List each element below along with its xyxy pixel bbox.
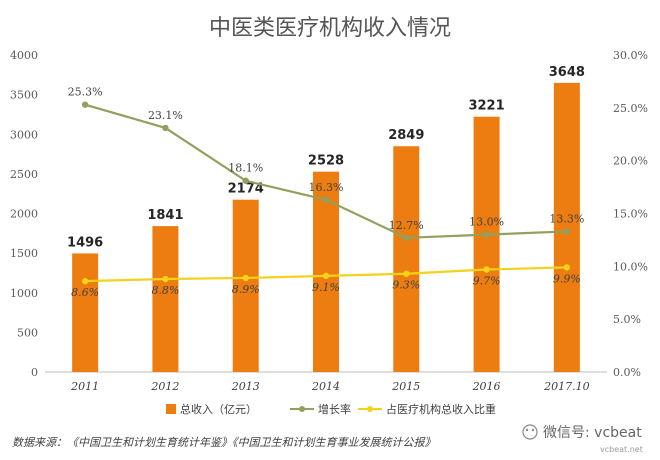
bar-value-label: 1841	[147, 208, 183, 223]
bar	[152, 226, 179, 372]
bar-series: 1496 1841 2174 2528 2849 3221 3648	[67, 65, 585, 373]
x-tick-label: 2014	[311, 380, 340, 393]
series-data-label: 13.0%	[469, 216, 504, 229]
y-axis-left: 0 500 1000 1500 2000 2500 3000 3500 4000	[10, 49, 38, 379]
bar	[393, 146, 420, 372]
y-right-tick-label: 30.0%	[613, 49, 648, 62]
y-left-tick-label: 2500	[10, 168, 38, 181]
bar	[553, 82, 580, 373]
bar	[473, 116, 500, 372]
series-point	[322, 196, 330, 203]
series-point	[81, 101, 89, 108]
bar-value-label: 3221	[468, 99, 504, 114]
y-left-tick-label: 4000	[10, 49, 38, 62]
series-data-label: 8.6%	[71, 286, 99, 299]
y-axis-right: 0.0% 5.0% 10.0% 15.0% 20.0% 25.0% 30.0%	[613, 49, 648, 379]
series-point	[242, 177, 249, 184]
x-tick-label: 2013	[231, 380, 260, 393]
x-tick-label: 2011	[70, 380, 99, 393]
y-right-tick-label: 15.0%	[613, 208, 648, 221]
series-point	[242, 274, 249, 282]
series-data-label: 9.9%	[553, 272, 581, 285]
chart-title: 中医类医疗机构收入情况	[209, 16, 451, 41]
legend-label-share: 占医疗机构总收入比重	[386, 402, 496, 416]
bar	[232, 199, 259, 372]
legend: 总收入（亿元） 增长率 占医疗机构总收入比重	[166, 402, 496, 416]
bar-value-label: 2849	[388, 128, 424, 143]
y-left-tick-label: 500	[17, 326, 38, 339]
series-data-label: 12.7%	[389, 219, 424, 232]
x-tick-label: 2016	[472, 380, 501, 393]
series-data-label: 8.9%	[232, 283, 260, 296]
series-data-label: 9.7%	[473, 275, 501, 288]
series-data-label: 8.8%	[151, 284, 179, 297]
x-tick-label: 2017.10	[543, 380, 590, 393]
bar-value-label: 1496	[67, 235, 103, 250]
bar-value-label: 3648	[549, 65, 585, 80]
series-point	[403, 270, 410, 277]
watermark-url: vcbeat.net	[600, 445, 643, 454]
watermark-text: 微信号: vcbeat	[543, 425, 642, 441]
wechat-icon-eye-right	[531, 428, 535, 432]
y-right-tick-label: 20.0%	[613, 155, 648, 168]
y-left-tick-label: 2000	[10, 208, 38, 221]
x-axis: 2011 2012 2013 2014 2015 2016 2017.10	[70, 380, 589, 393]
y-left-tick-label: 0	[31, 366, 38, 379]
source-note: 数据来源：《中国卫生和计划生育统计年鉴》《中国卫生和计划生育事业发展统计公报》	[12, 436, 436, 449]
bar-value-label: 2174	[228, 182, 264, 197]
series-point	[403, 234, 410, 242]
series-point	[483, 231, 490, 238]
legend-marker-share	[367, 406, 373, 412]
y-left-tick-label: 3500	[10, 89, 38, 102]
watermark: 微信号: vcbeat vcbeat.net	[522, 424, 643, 454]
series-data-label: 9.1%	[312, 281, 340, 294]
y-left-tick-label: 1500	[10, 247, 38, 260]
y-right-tick-label: 25.0%	[613, 102, 648, 115]
series-data-label: 13.3%	[549, 212, 584, 225]
y-left-tick-label: 3000	[10, 128, 38, 141]
y-right-tick-label: 5.0%	[613, 313, 641, 326]
series-point	[483, 266, 490, 273]
y-left-tick-label: 1000	[10, 287, 38, 300]
legend-marker-growth	[299, 406, 305, 412]
share-series: 8.6% 8.8% 8.9% 9.1% 9.3% 9.7% 9.9%	[71, 264, 581, 299]
series-point	[162, 124, 169, 132]
x-tick-label: 2012	[150, 380, 179, 393]
series-point	[563, 264, 571, 271]
wechat-icon	[522, 424, 538, 440]
y-right-tick-label: 10.0%	[613, 260, 648, 273]
series-data-label: 18.1%	[228, 162, 263, 175]
series-data-label: 23.1%	[148, 109, 183, 122]
growth-rate-series: 25.3% 23.1% 18.1% 16.3% 12.7% 13.0% 13.3%	[68, 86, 584, 242]
series-point	[81, 277, 89, 285]
series-data-label: 25.3%	[68, 86, 103, 99]
series-data-label: 9.3%	[392, 279, 420, 292]
legend-label-growth: 增长率	[318, 402, 351, 416]
series-point	[563, 228, 571, 235]
wechat-icon-eye-left	[525, 428, 529, 432]
series-data-label: 16.3%	[309, 181, 344, 194]
y-right-tick-label: 0.0%	[613, 366, 641, 379]
legend-label-revenue: 总收入（亿元）	[180, 402, 257, 416]
legend-swatch-revenue	[166, 404, 176, 414]
series-point	[162, 275, 169, 283]
series-point	[322, 272, 330, 280]
bar-value-label: 2528	[308, 154, 344, 169]
bar	[72, 253, 99, 372]
x-tick-label: 2015	[391, 380, 420, 393]
